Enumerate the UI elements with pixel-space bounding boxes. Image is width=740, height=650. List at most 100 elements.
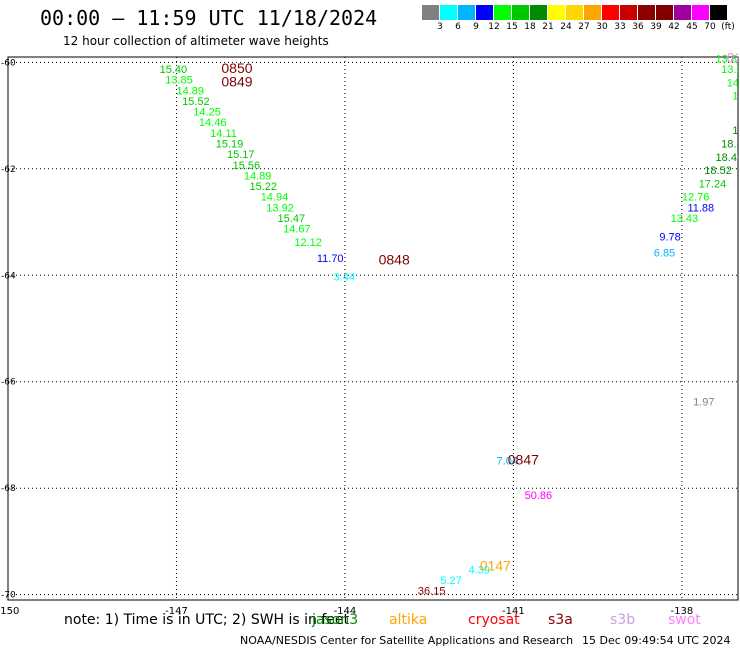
data-point-label: 14.89 [244, 170, 272, 182]
data-layer: 15.4013.8514.8915.5214.2514.4614.1115.19… [160, 49, 740, 598]
pass-time-label: 0100 [727, 49, 740, 65]
data-point-label: 9.78 [659, 232, 680, 244]
data-point-label: 13.85 [165, 75, 193, 87]
x-tick-label: -141 [502, 606, 525, 617]
legend-entry-jason3: jason3 [312, 612, 359, 628]
plot-frame [7, 56, 739, 601]
data-point-label: 15.56 [233, 160, 261, 172]
data-point-label: 13.43 [671, 213, 699, 225]
x-tick-label: -144 [334, 606, 357, 617]
color-swatch [674, 5, 691, 20]
legend-entry-s3a: s3a [548, 612, 573, 628]
color-swatch [422, 5, 439, 20]
color-swatch [458, 5, 475, 20]
color-scale-tick: 9 [473, 22, 479, 32]
data-point-label: 4.39 [468, 564, 489, 576]
color-scale-tick: 42 [668, 22, 680, 32]
pass-time-label: 0850 [221, 60, 252, 76]
data-point-label: 14.25 [193, 107, 221, 119]
data-point-label: 18.36 [721, 139, 740, 151]
data-point-label: 12.12 [294, 237, 322, 249]
footer-timestamp: 15 Dec 09:49:54 UTC 2024 [582, 634, 731, 647]
data-point-label: 11.70 [317, 253, 344, 265]
color-swatch [584, 5, 601, 20]
data-point-label: 18.40 [716, 152, 740, 164]
color-swatch [656, 5, 673, 20]
data-point-label: 5.27 [440, 575, 461, 587]
data-point-label: 15.17 [227, 149, 255, 161]
data-point-label: 14.94 [261, 192, 289, 204]
color-swatch [440, 5, 457, 20]
data-point-label: 6.85 [654, 248, 675, 260]
data-point-label: 7.04 [497, 455, 518, 467]
color-scale-tick: 15 [506, 22, 518, 32]
color-swatch [548, 5, 565, 20]
pass-time-label: 0147 [480, 558, 511, 574]
data-point-label: 36.15 [418, 586, 446, 598]
data-point-label: 13.69 [721, 64, 740, 76]
color-scale-legend: 3 6 9 12 15 18 21 24 27 30 33 36 39 42 45 70 (ft) [422, 5, 735, 35]
color-scale-tick: 36 [632, 22, 644, 32]
legend-entry-s3b: s3b [610, 612, 636, 628]
data-point-label: 15.22 [249, 181, 277, 193]
data-point-label: 14.11 [210, 128, 237, 140]
data-point-label: 17.24 [699, 178, 727, 190]
color-swatch [494, 5, 511, 20]
color-swatch [566, 5, 583, 20]
color-swatch [710, 5, 727, 20]
color-swatch [602, 5, 619, 20]
pass-time-label: 0848 [379, 252, 410, 268]
color-swatch [620, 5, 637, 20]
x-tick-label: -138 [670, 606, 693, 617]
y-tick-label: -68 [1, 484, 16, 494]
color-scale-tick: 70 [704, 22, 716, 32]
color-scale-tick: 24 [560, 22, 572, 32]
data-point-label: 11.88 [687, 202, 714, 214]
pass-time-label: 0849 [221, 73, 252, 89]
color-scale-tick: 33 [614, 22, 626, 32]
data-point-label: 13.80 [716, 53, 740, 65]
y-tick-label: -60 [1, 58, 16, 68]
color-scale-tick: 39 [650, 22, 662, 32]
x-tick-label: -150 [0, 606, 19, 617]
data-point-label: 15.47 [278, 213, 306, 225]
legend-entry-altika: altika [389, 612, 428, 628]
color-scale-tick: 45 [686, 22, 698, 32]
color-swatch [476, 5, 493, 20]
y-tick-label: -70 [1, 591, 16, 601]
color-scale-tick: 3 [437, 22, 443, 32]
footer-credit: NOAA/NESDIS Center for Satellite Applica… [240, 634, 574, 647]
color-swatch [638, 5, 655, 20]
data-point-label: 13.82 [732, 91, 740, 103]
y-tick-label: -62 [1, 165, 16, 175]
data-point-label: 15.52 [182, 96, 210, 108]
legend-entry-cryosat: cryosat [468, 612, 520, 628]
x-tick-label: -147 [165, 606, 188, 617]
data-point-label: 3.44 [334, 272, 355, 284]
data-point-label: 14.07 [727, 77, 740, 89]
color-swatch [692, 5, 709, 20]
color-scale-tick: 18 [524, 22, 536, 32]
data-point-label: 14.67 [283, 224, 311, 236]
data-point-label: 1.97 [693, 397, 714, 409]
data-point-label: 14.46 [199, 117, 227, 129]
footer-note: note: 1) Time is in UTC; 2) SWH is in fe… [64, 612, 350, 628]
data-point-label: 12.76 [682, 192, 710, 204]
color-swatch [512, 5, 529, 20]
color-scale-tick: 21 [542, 22, 554, 32]
color-scale-tick: 30 [596, 22, 608, 32]
data-point-label: 19.80 [732, 125, 740, 137]
y-tick-label: -64 [1, 271, 16, 281]
data-point-label: 18.52 [704, 165, 732, 177]
pass-time-label: 0847 [508, 451, 539, 467]
data-point-label: 13.92 [266, 202, 294, 214]
data-point-label: 15.40 [160, 64, 188, 76]
y-tick-label: -66 [1, 378, 16, 388]
data-point-label: 14.89 [176, 85, 204, 97]
color-scale-tick: 6 [455, 22, 461, 32]
color-scale-tick: (ft) [721, 22, 735, 32]
page-subtitle: 12 hour collection of altimeter wave hei… [63, 34, 329, 48]
page-title: 00:00 – 11:59 UTC 11/18/2024 [40, 6, 378, 30]
